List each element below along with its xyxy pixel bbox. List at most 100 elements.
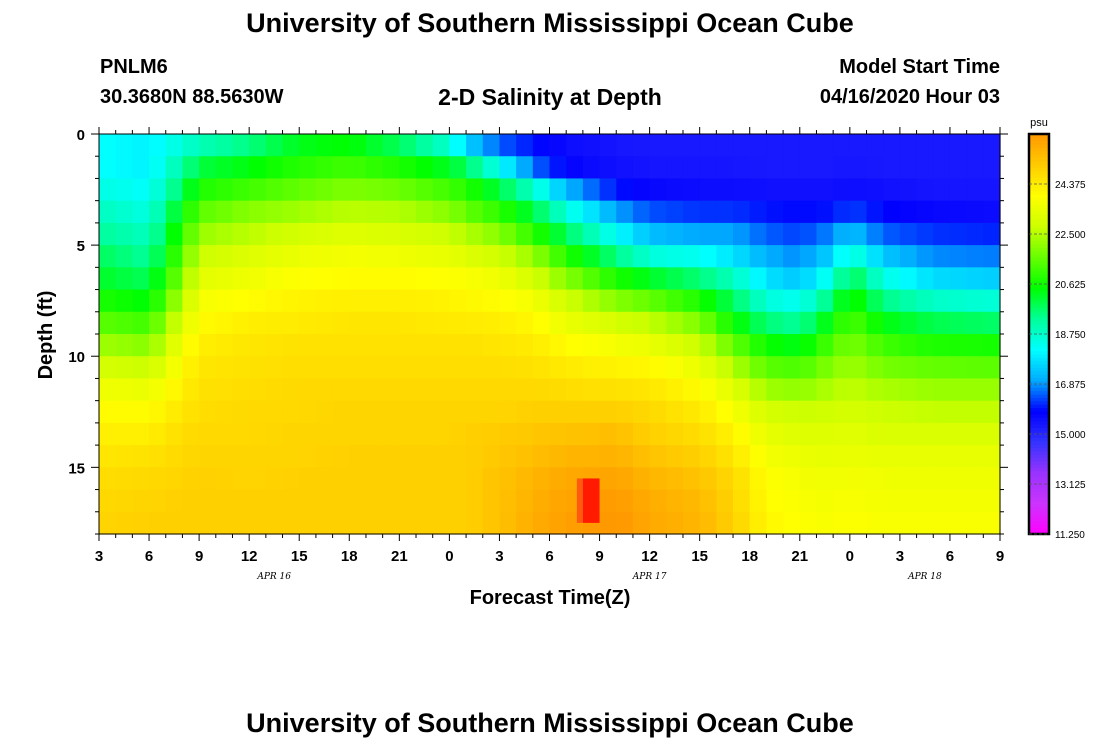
heatmap-cell [249, 511, 267, 535]
heatmap-cell [99, 422, 117, 446]
heatmap-cell [866, 134, 884, 157]
heatmap-cell [499, 134, 517, 157]
colorbar: psu 24.375 22.500 20.625 18.750 16.875 15.000 1… [1027, 117, 1086, 541]
colorbar-strip [1029, 360, 1049, 365]
heatmap-cell [249, 445, 267, 468]
colorbar-strip [1029, 524, 1049, 528]
heatmap-cell [332, 378, 350, 402]
heatmap-cell [399, 289, 417, 313]
heatmap-cell [682, 222, 701, 246]
heatmap-cell [182, 245, 200, 268]
y-tick-label: 5 [77, 238, 85, 255]
colorbar-strip [1029, 470, 1049, 475]
heatmap-cell [949, 311, 968, 335]
colorbar-strip [1029, 430, 1049, 435]
heatmap-cell [733, 378, 751, 402]
heatmap-cell [115, 422, 133, 446]
max-salinity-cells [576, 478, 600, 523]
heatmap-cell [516, 378, 534, 402]
colorbar-strip [1029, 307, 1049, 312]
heatmap-cell [115, 334, 133, 357]
heatmap-cell [265, 445, 284, 468]
colorbar-strip [1029, 220, 1049, 225]
heatmap-cell [549, 489, 567, 513]
heatmap-cell [532, 422, 551, 446]
heatmap-cell [282, 178, 300, 202]
heatmap-cell [416, 267, 434, 291]
heatmap-cell [699, 489, 717, 513]
heatmap-cell [666, 356, 684, 380]
heatmap-cell [916, 178, 934, 202]
heatmap-cell [165, 311, 184, 335]
heatmap-cell [516, 311, 534, 335]
heatmap-cell [616, 222, 634, 246]
heatmap-cell [566, 356, 584, 380]
heatmap-cell [466, 289, 484, 313]
heatmap-cell [115, 134, 133, 157]
heatmap-cell [916, 134, 934, 157]
heatmap-cell [599, 200, 617, 224]
heatmap-cell [399, 267, 417, 291]
heatmap-cell [632, 378, 651, 402]
heatmap-cell [966, 422, 984, 446]
colorbar-strip [1029, 397, 1049, 402]
heatmap-cell [532, 267, 551, 291]
heatmap-cell [315, 445, 334, 468]
heatmap-cell [416, 400, 434, 424]
heatmap-cell [149, 222, 167, 246]
heatmap-cell [699, 467, 717, 491]
heatmap-cell [749, 156, 768, 180]
heatmap-cell [182, 356, 200, 380]
heatmap-cell [215, 178, 234, 202]
heatmap-cell [616, 334, 634, 357]
heatmap-cell [315, 178, 334, 202]
heatmap-cell [666, 245, 684, 268]
heatmap-cell [432, 200, 450, 224]
heatmap-cell [249, 245, 267, 268]
heatmap-cell [833, 178, 851, 202]
heatmap-cell [749, 200, 768, 224]
heatmap-cell [215, 245, 234, 268]
heatmap-cell [482, 445, 501, 468]
heatmap-cell [699, 511, 717, 535]
heatmap-cell [132, 245, 150, 268]
heatmap-cell [466, 222, 484, 246]
colorbar-tick-label: 18.750 [1055, 330, 1086, 341]
heatmap-cell [132, 422, 150, 446]
heatmap-cell [783, 400, 801, 424]
heatmap-cell [315, 356, 334, 380]
heatmap-cell [632, 134, 651, 157]
heatmap-cell [899, 378, 918, 402]
heatmap-cell [382, 511, 400, 535]
heatmap-cell [799, 311, 818, 335]
heatmap-cell [115, 222, 133, 246]
heatmap-cell [365, 311, 384, 335]
heatmap-cell [549, 334, 567, 357]
colorbar-strip [1029, 487, 1049, 492]
heatmap-cell [282, 445, 300, 468]
heatmap-cell [466, 178, 484, 202]
heatmap-cell [99, 200, 117, 224]
heatmap-cell [365, 134, 384, 157]
x-tick-label: 0 [846, 548, 854, 565]
heatmap-cell [365, 400, 384, 424]
heatmap-cell [549, 245, 567, 268]
heatmap-cell [582, 400, 601, 424]
heatmap-cell [365, 489, 384, 513]
heatmap-cell [649, 422, 667, 446]
heatmap-cell [933, 134, 951, 157]
heatmap-cell [649, 311, 667, 335]
heatmap-cell [766, 289, 784, 313]
heatmap-cell [949, 422, 968, 446]
heatmap-cell [632, 178, 651, 202]
heatmap-cell [365, 378, 384, 402]
colorbar-strip [1029, 527, 1049, 532]
heatmap-cell [532, 222, 551, 246]
x-tick-label: 3 [495, 548, 503, 565]
heatmap-cell [566, 334, 584, 357]
heatmap-cell [666, 334, 684, 357]
heatmap-cell [649, 289, 667, 313]
heatmap-cell [766, 134, 784, 157]
heatmap-cell [566, 311, 584, 335]
heatmap-cell [866, 311, 884, 335]
